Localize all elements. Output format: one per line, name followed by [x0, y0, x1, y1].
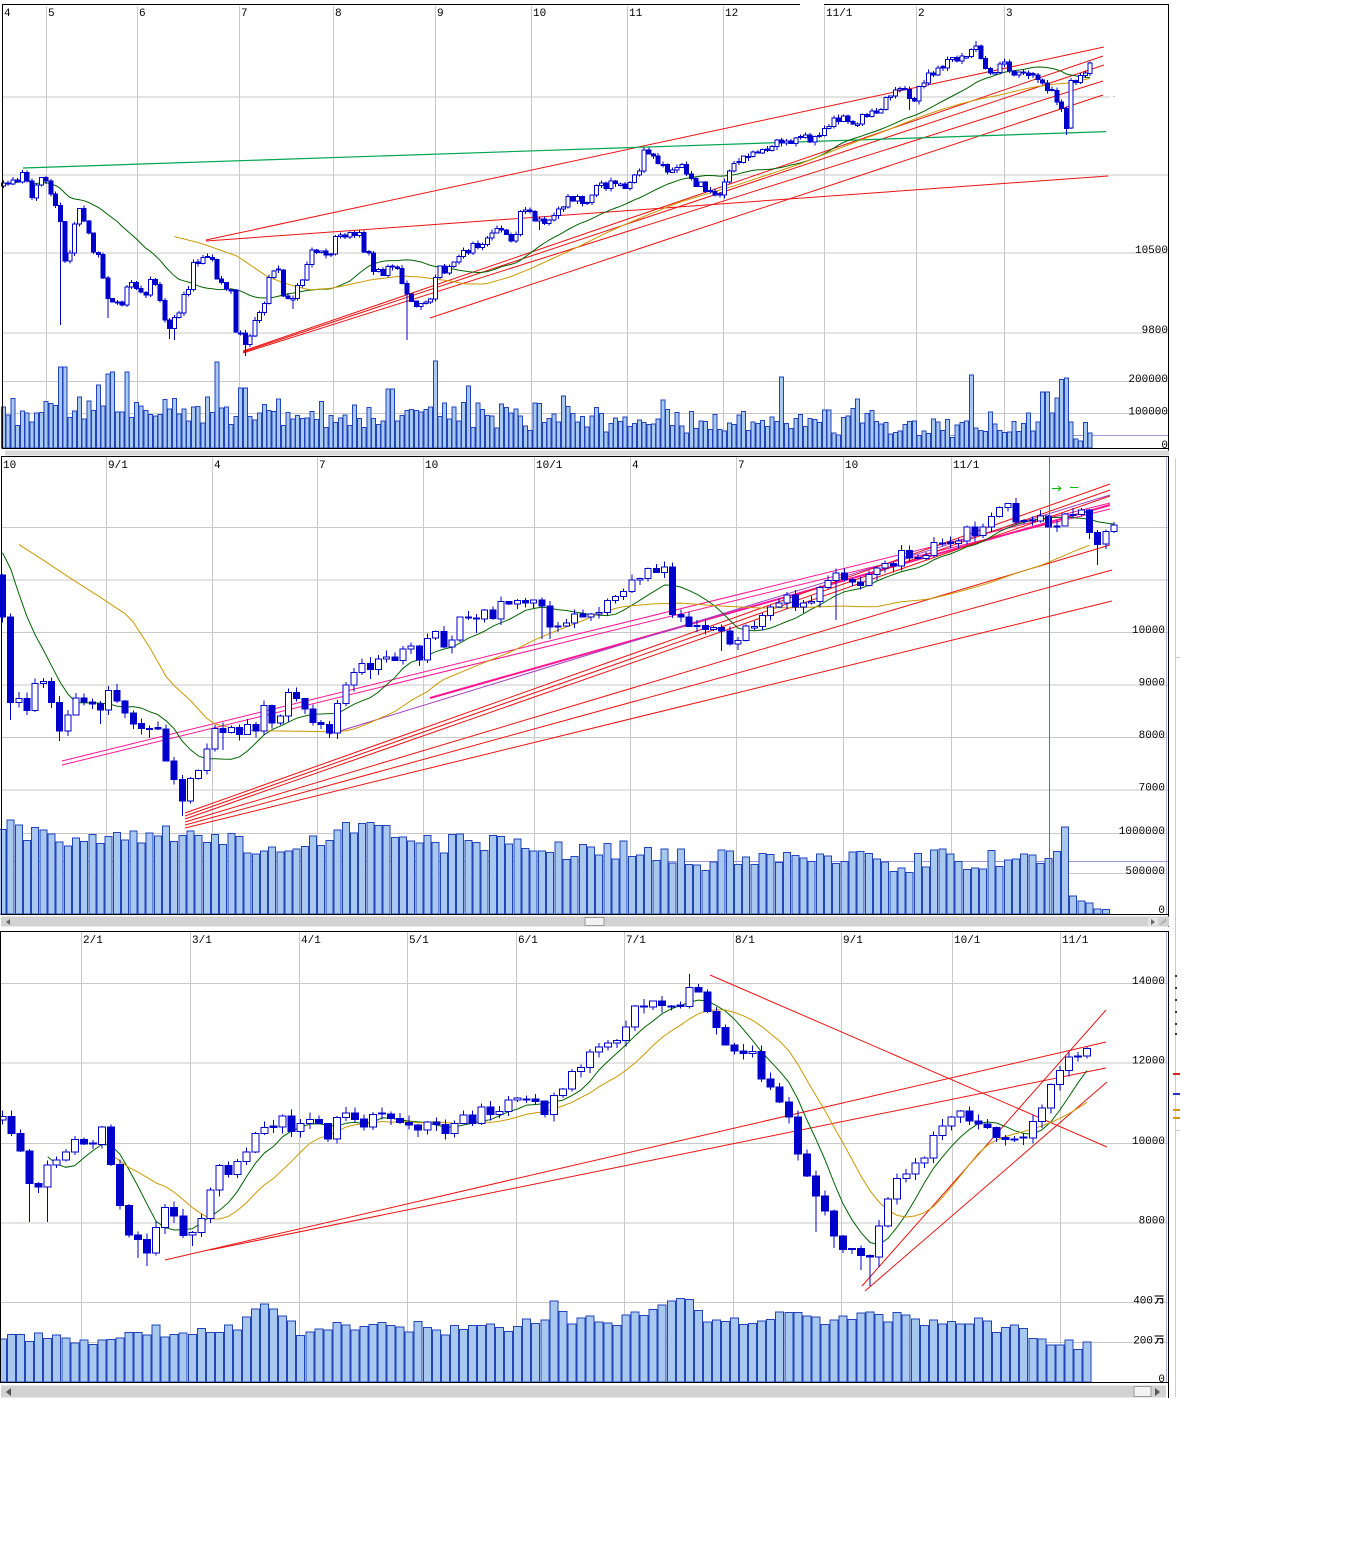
svg-text:0: 0 [1158, 1374, 1165, 1386]
svg-text:9/1: 9/1 [108, 460, 128, 472]
svg-text:2: 2 [918, 8, 925, 20]
svg-text:5/1: 5/1 [409, 935, 429, 947]
svg-text:11/1: 11/1 [953, 460, 980, 472]
svg-text:2/1: 2/1 [83, 935, 103, 947]
svg-text:1000000: 1000000 [1119, 826, 1165, 838]
svg-text:9800: 9800 [1142, 325, 1168, 337]
svg-text:10/1: 10/1 [536, 460, 563, 472]
svg-text:100000: 100000 [1128, 407, 1168, 419]
svg-text:7: 7 [241, 8, 248, 20]
svg-text:6: 6 [139, 8, 146, 20]
svg-text:400: 400 [1133, 1296, 1153, 1308]
svg-text:3: 3 [1006, 8, 1013, 20]
svg-text:11/1: 11/1 [1062, 935, 1089, 947]
svg-text:4: 4 [632, 460, 639, 472]
svg-text:9/1: 9/1 [843, 935, 863, 947]
svg-text:12000: 12000 [1132, 1056, 1165, 1068]
svg-text:0: 0 [1158, 905, 1165, 917]
svg-text:10: 10 [3, 460, 16, 472]
svg-text:14000: 14000 [1132, 976, 1165, 988]
svg-text:8000: 8000 [1139, 730, 1165, 742]
svg-text:11: 11 [629, 8, 643, 20]
svg-text:12: 12 [725, 8, 738, 20]
svg-text:7000: 7000 [1139, 783, 1165, 795]
svg-text:3/1: 3/1 [192, 935, 212, 947]
svg-text:8: 8 [335, 8, 342, 20]
svg-text:10/1: 10/1 [954, 935, 981, 947]
svg-text:10: 10 [425, 460, 438, 472]
svg-text:5: 5 [48, 8, 55, 20]
svg-text:6/1: 6/1 [518, 935, 538, 947]
svg-text:10000: 10000 [1132, 1136, 1165, 1148]
svg-text:0: 0 [1161, 440, 1168, 452]
svg-text:10000: 10000 [1132, 625, 1165, 637]
svg-text:9: 9 [437, 8, 444, 20]
svg-text:7/1: 7/1 [626, 935, 646, 947]
svg-text:200: 200 [1133, 1336, 1153, 1348]
svg-text:500000: 500000 [1125, 866, 1165, 878]
svg-text:7: 7 [738, 460, 745, 472]
svg-text:7: 7 [319, 460, 326, 472]
svg-text:4/1: 4/1 [301, 935, 321, 947]
svg-text:10500: 10500 [1135, 245, 1168, 257]
svg-text:10: 10 [533, 8, 546, 20]
svg-text:4: 4 [214, 460, 221, 472]
svg-text:8000: 8000 [1139, 1216, 1165, 1228]
svg-text:11/1: 11/1 [826, 8, 853, 20]
svg-text:8/1: 8/1 [735, 935, 755, 947]
svg-text:9000: 9000 [1139, 678, 1165, 690]
svg-text:4: 4 [4, 8, 11, 20]
svg-text:200000: 200000 [1128, 374, 1168, 386]
svg-text:10: 10 [845, 460, 858, 472]
